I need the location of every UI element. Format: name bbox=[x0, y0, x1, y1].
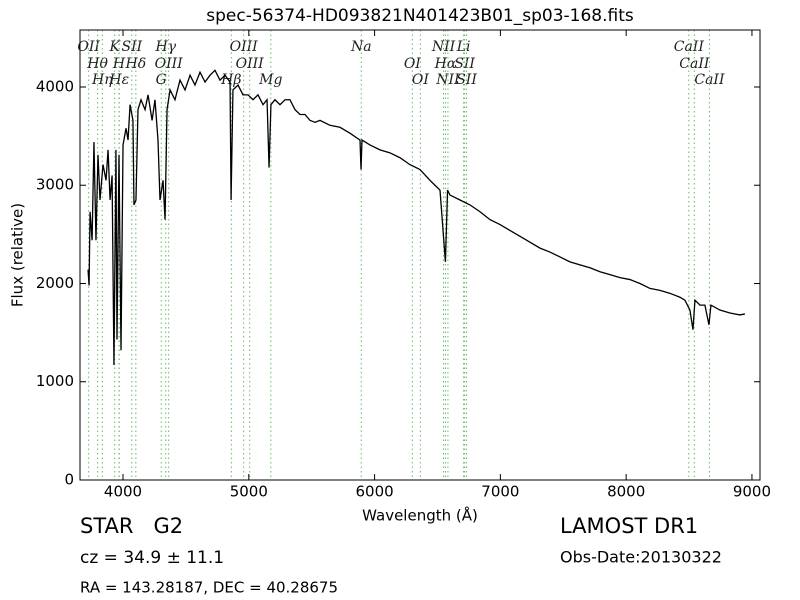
coordinates: RA = 143.28187, DEC = 40.28675 bbox=[80, 579, 338, 597]
y-axis-label: Flux (relative) bbox=[9, 203, 27, 307]
x-tick-label: 8000 bbox=[607, 483, 645, 501]
spectral-line-label: OIII bbox=[236, 56, 265, 72]
spectral-line-label: NII bbox=[435, 72, 460, 88]
spectral-line-label: OIII bbox=[155, 56, 184, 72]
spectral-line-label: K bbox=[108, 39, 121, 55]
spectral-line-label: SII bbox=[121, 39, 142, 55]
y-tick-label: 0 bbox=[64, 471, 74, 489]
x-tick-label: 5000 bbox=[230, 483, 268, 501]
spectral-line-label: Hδ bbox=[125, 56, 147, 72]
spectral-line-label: OI bbox=[412, 72, 429, 88]
spectral-line-label: Li bbox=[456, 39, 471, 55]
spectral-line-label: CaII bbox=[679, 56, 710, 72]
x-tick-label: 9000 bbox=[733, 483, 771, 501]
spectral-line-label: Hγ bbox=[154, 39, 176, 55]
y-tick-label: 1000 bbox=[36, 372, 74, 390]
spectral-line-label: OII bbox=[77, 39, 100, 55]
spectral-line-label: NII bbox=[431, 39, 456, 55]
x-tick-label: 4000 bbox=[104, 483, 142, 501]
obs-date: Obs-Date:20130322 bbox=[560, 548, 722, 567]
spectral-line-label: Mg bbox=[258, 72, 282, 88]
spectral-line-label: CaII bbox=[694, 72, 725, 88]
spectral-line-label: OI bbox=[404, 56, 421, 72]
x-tick-label: 6000 bbox=[355, 483, 393, 501]
spectral-line-label: OIII bbox=[230, 39, 259, 55]
spectrum-line bbox=[87, 69, 746, 366]
object-class: STAR G2 bbox=[80, 514, 183, 538]
x-axis-label: Wavelength (Å) bbox=[362, 506, 478, 525]
spectral-line-label: Hα bbox=[434, 56, 457, 72]
spectral-line-label: Hη bbox=[91, 72, 113, 88]
chart-title: spec-56374-HD093821N401423B01_sp03-168.f… bbox=[206, 6, 634, 26]
spectral-line-label: Hθ bbox=[86, 56, 108, 72]
redshift: cz = 34.9 ± 11.1 bbox=[80, 548, 224, 568]
spectral-line-label: Hε bbox=[108, 72, 129, 88]
y-tick-label: 3000 bbox=[36, 176, 74, 194]
y-tick-label: 4000 bbox=[36, 77, 74, 95]
spectral-line-label: Na bbox=[350, 39, 372, 55]
spectral-line-label: SII bbox=[454, 56, 475, 72]
spectral-line-label: CaII bbox=[674, 39, 705, 55]
spectral-line-label: G bbox=[156, 72, 167, 88]
survey: LAMOST DR1 bbox=[560, 514, 698, 538]
x-tick-label: 7000 bbox=[481, 483, 519, 501]
plot-frame bbox=[79, 29, 761, 481]
spectral-line-label: H bbox=[112, 56, 126, 72]
y-tick-label: 2000 bbox=[36, 274, 74, 292]
spectral-line-label: SII bbox=[456, 72, 477, 88]
